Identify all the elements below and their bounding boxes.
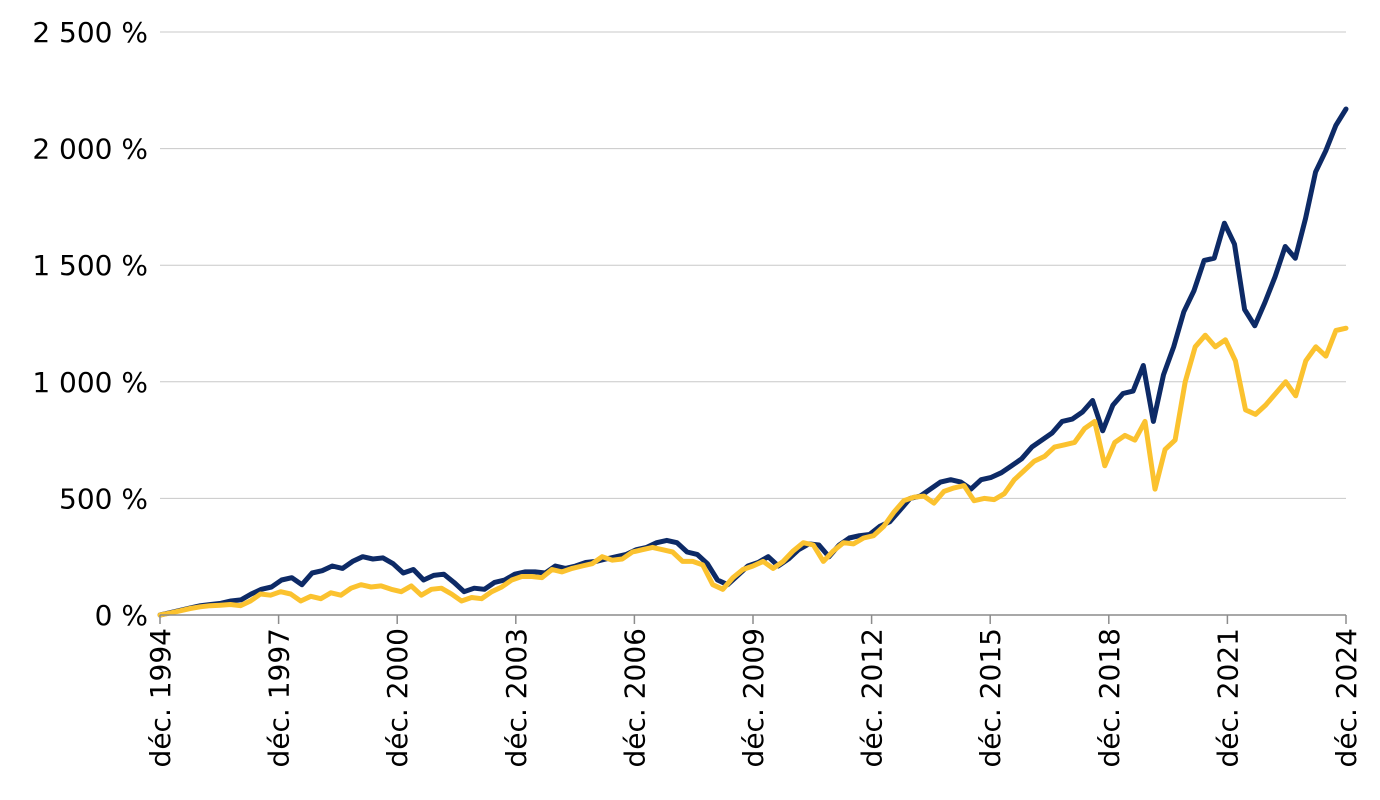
y-tick-label-2: 1 000 %: [32, 366, 148, 399]
x-axis-ticks: déc. 1994 déc. 1997 déc. 2000 déc. 2003 déc.…: [144, 615, 1363, 767]
x-tick-label-3: déc. 2003: [500, 628, 533, 767]
x-tick-label-5: déc. 2009: [737, 628, 770, 767]
y-axis-tick-labels: 0 % 500 % 1 000 % 1 500 % 2 000 % 2 500 %: [32, 16, 148, 632]
x-tick-label-2: déc. 2000: [381, 628, 414, 767]
x-tick-label-9: déc. 2021: [1211, 628, 1244, 767]
x-tick-label-1: déc. 1997: [263, 628, 296, 767]
y-tick-label-5: 2 500 %: [32, 16, 148, 49]
y-tick-label-0: 0 %: [95, 599, 148, 632]
y-tick-label-3: 1 500 %: [32, 249, 148, 282]
series-lines: [157, 106, 1349, 618]
x-tick-label-8: déc. 2018: [1093, 628, 1126, 767]
y-tick-label-4: 2 000 %: [32, 133, 148, 166]
x-tick-label-6: déc. 2012: [856, 628, 889, 767]
x-tick-label-4: déc. 2006: [618, 628, 651, 767]
gridlines: [160, 31, 1346, 499]
x-tick-label-7: déc. 2015: [974, 628, 1007, 767]
x-tick-label-10: déc. 2024: [1330, 628, 1363, 767]
series-line-1: [157, 325, 1349, 618]
series-line-0: [157, 106, 1349, 618]
x-tick-label-0: déc. 1994: [144, 628, 177, 767]
y-tick-label-1: 500 %: [59, 482, 148, 515]
